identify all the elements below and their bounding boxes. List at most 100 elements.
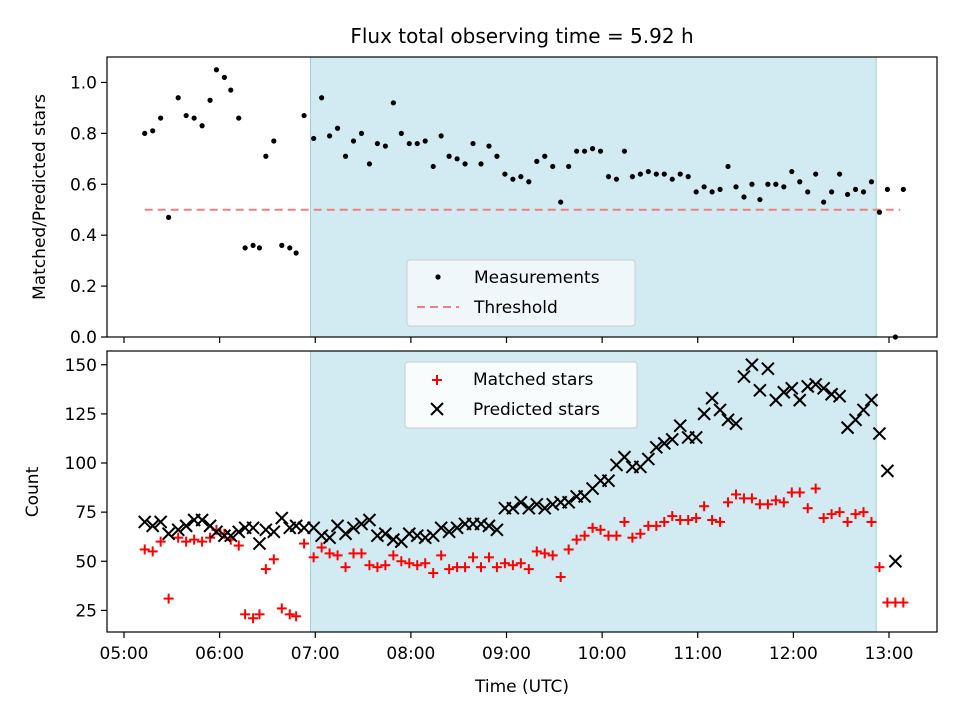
x-axis-label: Time (UTC)	[474, 677, 569, 697]
matched-star-point	[834, 507, 845, 518]
measurement-point	[446, 153, 452, 159]
predicted-star-point	[546, 497, 560, 511]
matched-star-point	[651, 520, 662, 531]
matched-star-point	[483, 552, 494, 563]
predicted-star-point	[217, 529, 232, 543]
measurement-point	[733, 184, 739, 190]
matched-star-point	[181, 536, 192, 547]
measurement-point	[836, 171, 843, 177]
matched-star-point	[340, 562, 351, 573]
matched-star-point	[691, 513, 702, 524]
matched-star-point	[197, 536, 208, 547]
measurement-point	[207, 97, 213, 103]
measurement-point	[693, 189, 699, 195]
measurement-point	[334, 125, 341, 131]
measurement-point	[374, 140, 381, 147]
predicted-star-point	[410, 529, 424, 543]
top-panel: 0.0 0.2 0.4 0.6 0.8 1.0 Matched/Predicted sta…	[30, 56, 938, 348]
matched-star-point	[898, 597, 909, 608]
matched-star-point	[396, 556, 407, 567]
predicted-star-point	[153, 515, 168, 529]
measurement-point	[765, 181, 771, 187]
measurement-point	[813, 171, 819, 177]
predicted-star-point	[761, 361, 775, 376]
matched-star-point	[866, 516, 877, 527]
matched-star-point	[444, 564, 455, 575]
predicted-star-point	[816, 381, 831, 396]
matched-star-point	[205, 532, 216, 543]
top-y-axis-label: Matched/Predicted stars	[30, 94, 50, 300]
predicted-star-point	[289, 519, 303, 533]
matched-star-point	[539, 548, 550, 559]
measurement-point	[661, 171, 667, 177]
predicted-star-point	[689, 430, 703, 445]
predicted-stars-points	[138, 358, 903, 568]
measurement-point	[884, 186, 891, 192]
top-measurements-points	[142, 67, 906, 340]
matched-star-point	[189, 534, 200, 545]
matched-star-point	[233, 540, 244, 551]
x-tick-label: 11:00	[673, 644, 722, 664]
matched-star-point	[412, 560, 423, 571]
top-y-tick-label: 0.2	[70, 277, 97, 297]
measurement-point	[422, 138, 428, 144]
measurement-point	[166, 214, 172, 220]
matched-star-point	[683, 514, 694, 525]
measurement-point	[228, 87, 234, 93]
matched-star-point	[842, 516, 853, 527]
predicted-star-point	[561, 495, 576, 510]
predicted-star-point	[514, 495, 528, 510]
legend-predicted-marker	[430, 402, 444, 416]
matched-star-point	[547, 550, 558, 561]
matched-star-point	[731, 489, 741, 500]
predicted-star-point	[649, 440, 664, 454]
legend-predicted-label: Predicted stars	[473, 400, 600, 420]
measurement-point	[581, 148, 588, 154]
measurement-point	[250, 242, 256, 248]
predicted-star-point	[657, 436, 671, 451]
predicted-star-point	[888, 554, 903, 568]
measurement-point	[311, 135, 317, 142]
measurement-point	[597, 148, 604, 154]
legend-threshold-label: Threshold	[473, 298, 558, 318]
predicted-star-point	[697, 407, 711, 421]
matched-star-point	[579, 530, 590, 541]
matched-star-point	[595, 524, 606, 535]
matched-star-point	[555, 571, 566, 582]
predicted-star-point	[224, 529, 238, 543]
measurement-point	[677, 171, 683, 177]
measurement-point	[221, 74, 228, 80]
predicted-star-point	[450, 521, 464, 535]
predicted-star-point	[386, 532, 401, 547]
matched-star-point	[770, 495, 781, 506]
predicted-star-point	[246, 521, 260, 535]
matched-star-point	[428, 568, 439, 579]
matched-star-point	[324, 548, 335, 559]
predicted-star-point	[434, 521, 448, 535]
matched-star-point	[260, 564, 271, 575]
predicted-star-point	[856, 403, 871, 417]
matched-star-point	[515, 558, 526, 569]
predicted-star-point	[442, 525, 456, 539]
matched-star-point	[874, 562, 885, 573]
predicted-star-point	[729, 416, 743, 431]
predicted-star-point	[259, 523, 273, 537]
matched-star-point	[778, 497, 789, 508]
legend-matched-label: Matched stars	[473, 370, 593, 390]
matched-star-point	[563, 544, 574, 555]
top-y-tick-label: 0.4	[70, 226, 97, 246]
measurement-point	[637, 171, 643, 177]
matched-star-point	[715, 516, 726, 527]
matched-star-point	[499, 558, 510, 569]
x-tick-label: 06:00	[195, 644, 244, 664]
measurement-point	[805, 189, 811, 195]
matched-star-point	[372, 562, 383, 573]
matched-star-point	[587, 522, 598, 533]
measurement-point	[621, 148, 628, 154]
top-legend-box	[406, 259, 636, 327]
matched-star-point	[284, 609, 295, 620]
predicted-star-point	[370, 529, 385, 543]
measurement-point	[789, 168, 795, 175]
predicted-star-point	[297, 521, 311, 535]
bottom-axes-frame	[106, 350, 938, 633]
